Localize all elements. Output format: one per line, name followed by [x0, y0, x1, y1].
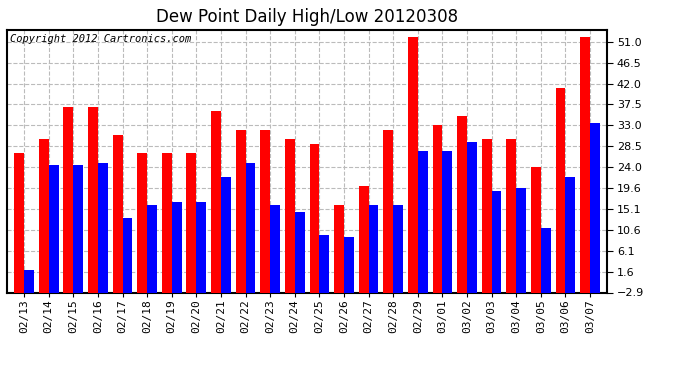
- Bar: [211, 111, 221, 292]
- Bar: [24, 270, 34, 292]
- Bar: [49, 165, 59, 292]
- Bar: [467, 142, 477, 292]
- Bar: [236, 130, 246, 292]
- Bar: [260, 130, 270, 292]
- Title: Dew Point Daily High/Low 20120308: Dew Point Daily High/Low 20120308: [156, 8, 458, 26]
- Bar: [555, 88, 565, 292]
- Bar: [417, 151, 428, 292]
- Bar: [137, 153, 147, 292]
- Bar: [565, 177, 575, 292]
- Bar: [393, 204, 403, 292]
- Bar: [123, 219, 132, 292]
- Bar: [491, 190, 502, 292]
- Bar: [531, 167, 541, 292]
- Bar: [442, 151, 452, 292]
- Bar: [172, 202, 181, 292]
- Bar: [147, 204, 157, 292]
- Bar: [295, 211, 304, 292]
- Bar: [39, 140, 49, 292]
- Bar: [88, 107, 98, 292]
- Bar: [98, 163, 108, 292]
- Bar: [506, 140, 516, 292]
- Bar: [344, 237, 354, 292]
- Bar: [368, 204, 378, 292]
- Bar: [408, 37, 417, 292]
- Bar: [221, 177, 230, 292]
- Bar: [285, 140, 295, 292]
- Bar: [197, 202, 206, 292]
- Bar: [162, 153, 172, 292]
- Bar: [334, 204, 344, 292]
- Bar: [516, 188, 526, 292]
- Bar: [14, 153, 24, 292]
- Bar: [541, 228, 551, 292]
- Bar: [457, 116, 467, 292]
- Bar: [580, 37, 590, 292]
- Bar: [482, 140, 491, 292]
- Bar: [112, 135, 123, 292]
- Bar: [73, 165, 83, 292]
- Bar: [63, 107, 73, 292]
- Bar: [590, 123, 600, 292]
- Bar: [186, 153, 197, 292]
- Bar: [433, 125, 442, 292]
- Bar: [384, 130, 393, 292]
- Bar: [319, 235, 329, 292]
- Bar: [359, 186, 368, 292]
- Bar: [310, 144, 319, 292]
- Bar: [246, 163, 255, 292]
- Bar: [270, 204, 280, 292]
- Text: Copyright 2012 Cartronics.com: Copyright 2012 Cartronics.com: [10, 34, 191, 44]
